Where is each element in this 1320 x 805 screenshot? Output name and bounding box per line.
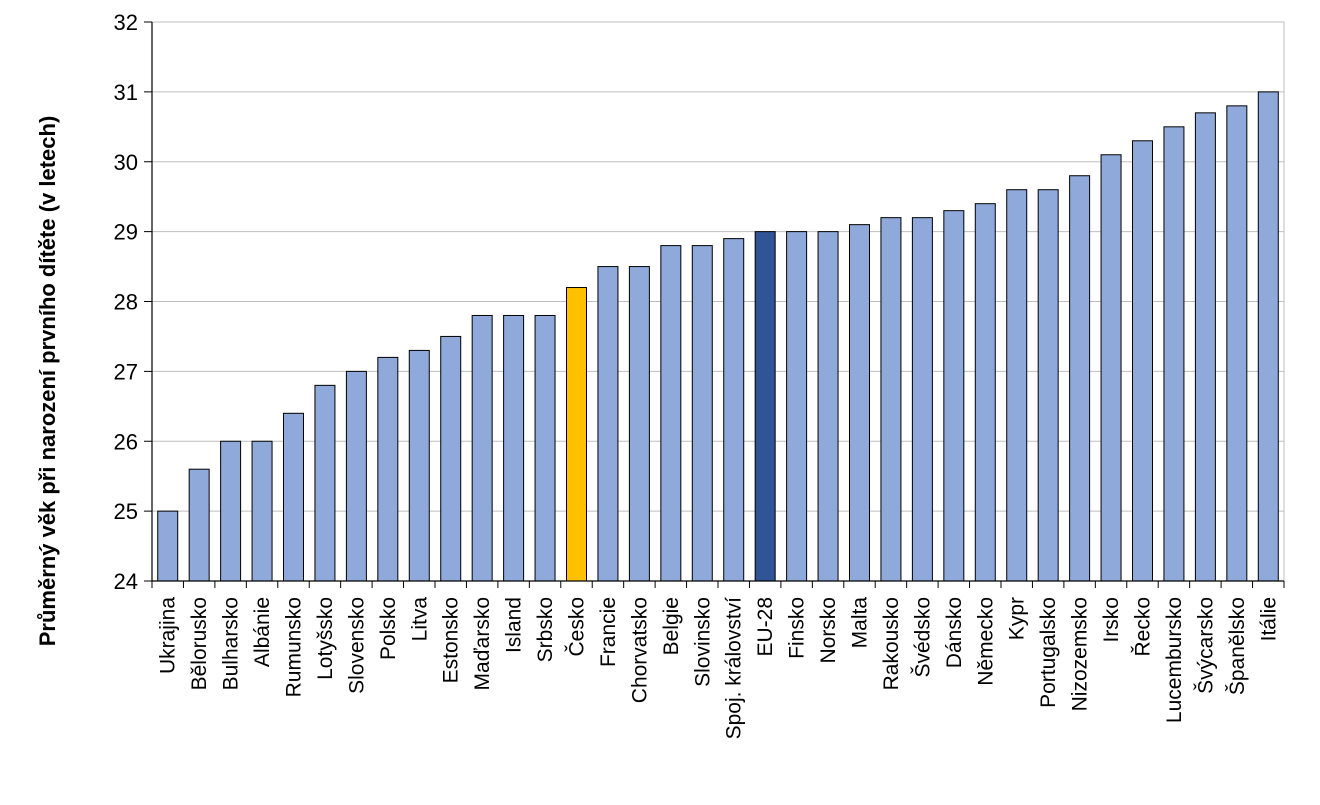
x-tick-label: Francie	[597, 597, 620, 667]
x-tick-label: Albánie	[251, 597, 274, 667]
y-axis-label: Průměrný věk při narození prvního dítěte…	[35, 116, 60, 647]
bar	[251, 440, 273, 582]
bar	[597, 266, 619, 582]
bar	[1194, 112, 1216, 582]
bar	[1037, 189, 1059, 582]
bar	[188, 468, 210, 582]
x-tick-label: Španělsko	[1226, 597, 1249, 695]
bar	[974, 203, 996, 582]
x-tick-label: EU-28	[754, 597, 777, 657]
x-tick-label: Estonsko	[440, 597, 463, 683]
axes	[144, 21, 1285, 588]
x-tick-label: Slovinsko	[691, 597, 714, 687]
y-tick-label: 32	[114, 10, 138, 35]
x-tick-label: Bulharsko	[220, 597, 243, 690]
x-tick-label: Finsko	[786, 597, 809, 659]
bar	[157, 510, 179, 582]
bar	[817, 231, 839, 582]
bar	[345, 370, 367, 582]
bar	[723, 238, 745, 582]
x-tick-label: Kypr	[1006, 597, 1029, 640]
x-tick-label: Nizozemsko	[1069, 597, 1092, 711]
bar	[440, 335, 462, 582]
y-tick-label: 26	[114, 429, 138, 454]
bar	[1069, 175, 1091, 582]
bars	[157, 91, 1279, 582]
x-tick-label: Rakousko	[880, 597, 903, 690]
bar	[566, 287, 587, 582]
bar	[628, 266, 650, 582]
bar	[503, 314, 525, 582]
y-tick-label: 30	[114, 150, 138, 175]
bar	[1132, 140, 1153, 582]
bar	[880, 217, 902, 582]
bar	[377, 356, 399, 582]
x-tick-label: Německo	[974, 597, 997, 686]
x-tick-label: Slovensko	[345, 597, 368, 694]
bar	[471, 314, 493, 582]
bar	[691, 245, 713, 582]
bar	[1006, 189, 1028, 582]
x-tick-label: Česko	[566, 597, 589, 657]
x-tick-label: Švýcarsko	[1194, 597, 1217, 694]
y-tick-label: 25	[114, 499, 138, 524]
x-tick-label: Švédsko	[911, 597, 934, 678]
bar	[754, 231, 776, 582]
x-tick-label: Polsko	[377, 597, 400, 660]
bar	[408, 349, 430, 582]
bar	[534, 314, 556, 582]
bar	[911, 217, 933, 582]
x-tick-label: Belgie	[660, 597, 683, 655]
x-tick-label: Rumunsko	[283, 597, 306, 697]
bar	[1257, 91, 1279, 582]
x-tick-label: Řecko	[1132, 597, 1155, 657]
bar	[1226, 105, 1248, 582]
bar	[1100, 154, 1122, 582]
y-tick-label: 24	[114, 569, 138, 594]
bar	[943, 210, 965, 582]
x-tick-label: Maďarsko	[471, 597, 494, 690]
x-tick-label: Itálie	[1257, 597, 1280, 641]
bar	[660, 245, 682, 582]
x-tick-label: Norsko	[817, 597, 840, 664]
bar	[314, 384, 336, 582]
x-tick-label: Bělorusko	[188, 597, 211, 690]
y-tick-labels: 24 25 26 27 28 29 30 31 32	[114, 10, 138, 594]
x-tick-label: Malta	[849, 597, 872, 649]
x-tick-label: Lucembursko	[1163, 597, 1186, 723]
x-tick-label: Dánsko	[943, 597, 966, 668]
y-tick-label: 28	[114, 290, 138, 315]
bar	[283, 412, 304, 582]
bar	[220, 440, 242, 582]
y-tick-label: 29	[114, 220, 138, 245]
y-tick-label: 27	[114, 359, 138, 384]
x-tick-label: Irsko	[1100, 597, 1123, 643]
x-tick-label: Island	[503, 597, 526, 653]
x-tick-label: Portugalsko	[1037, 597, 1060, 708]
bar	[849, 224, 870, 582]
x-tick-label: Srbsko	[534, 597, 557, 662]
x-tick-label: Ukrajina	[157, 597, 180, 674]
bar	[786, 231, 808, 582]
x-tick-label: Lotyšsko	[314, 597, 337, 680]
x-tick-label: Litva	[408, 597, 431, 642]
x-tick-labels: Ukrajina Bělorusko Bulharsko Albánie Rumunsk…	[157, 597, 1281, 740]
y-tick-label: 31	[114, 80, 138, 105]
bar	[1163, 126, 1185, 582]
x-tick-label: Spoj. království	[723, 597, 746, 740]
x-tick-label: Chorvatsko	[628, 597, 651, 703]
